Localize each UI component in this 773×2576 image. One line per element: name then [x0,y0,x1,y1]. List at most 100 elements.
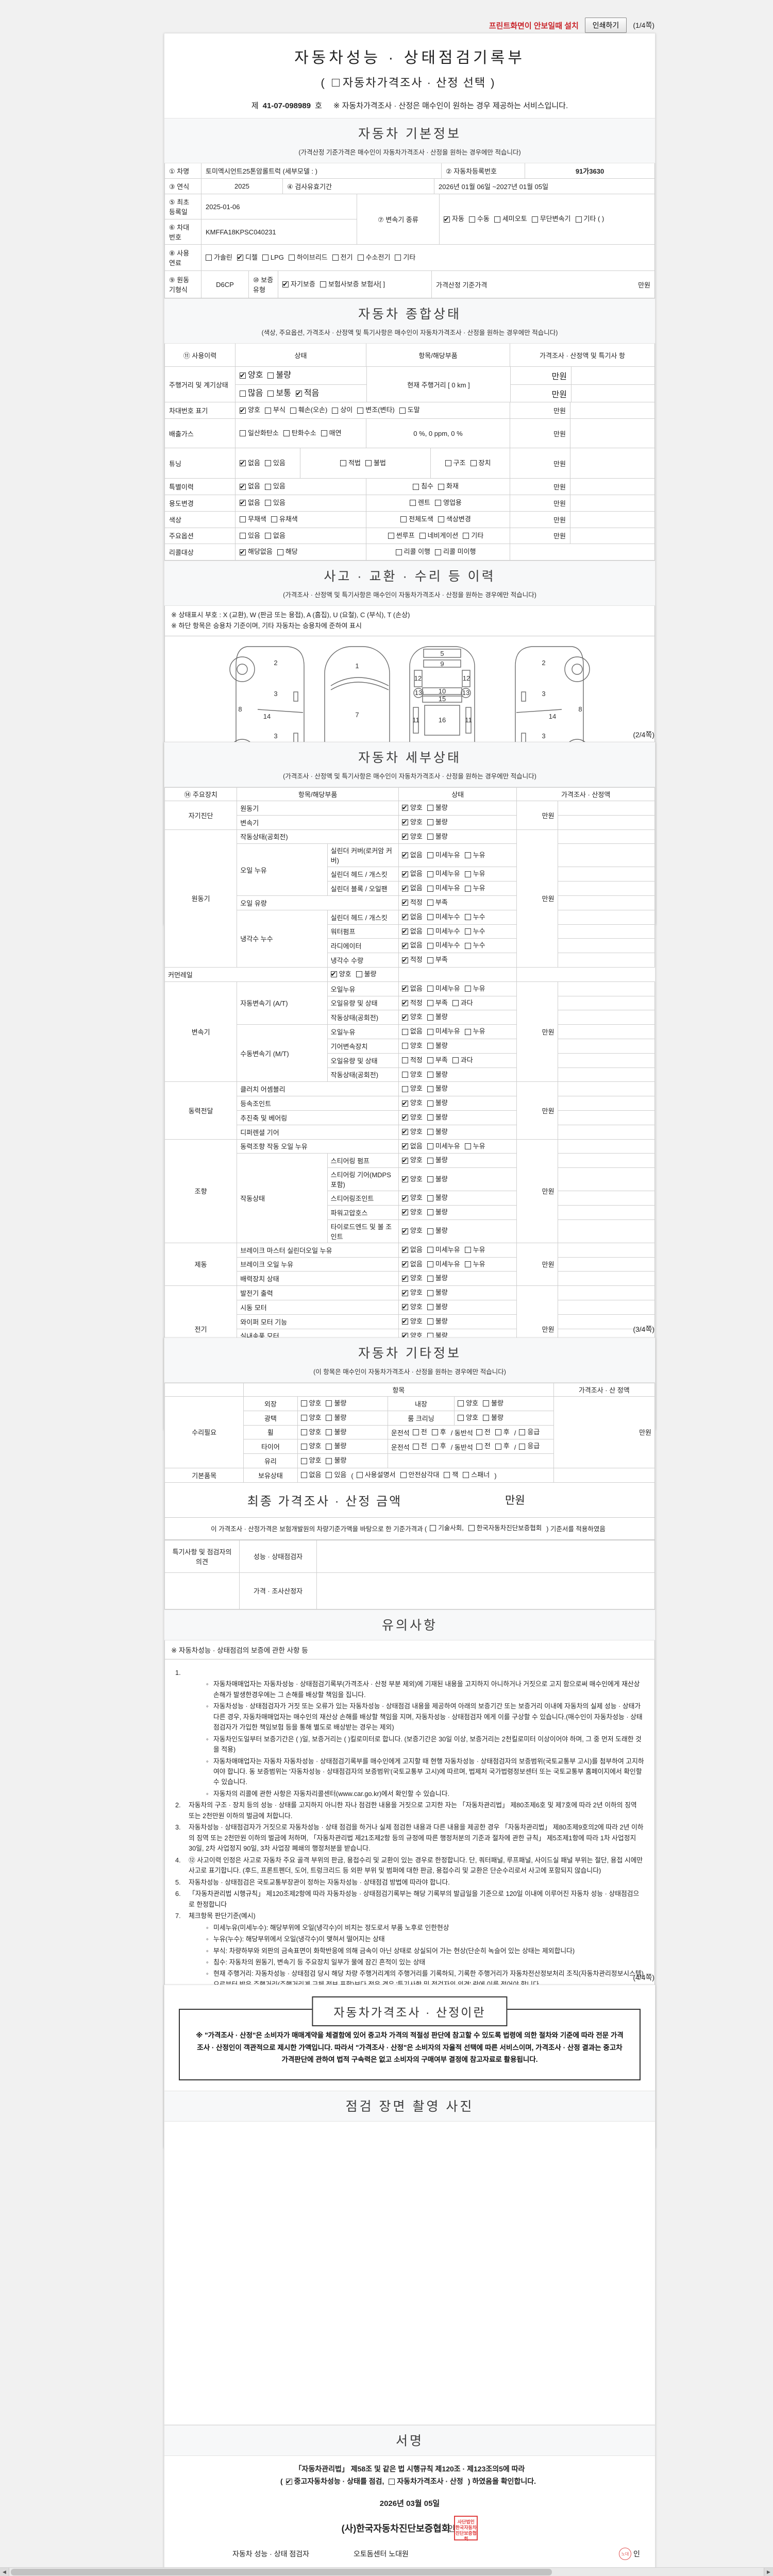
checkbox-option[interactable]: 없음 [401,1026,423,1037]
checkbox[interactable] [326,1443,332,1450]
checkbox-option[interactable]: 없음 [401,869,423,880]
checkbox-option[interactable]: 양호 [401,1127,423,1138]
checkbox-option[interactable]: 적정 [401,955,423,965]
checkbox[interactable] [427,1318,433,1325]
checkbox-option[interactable]: 양호 [401,803,423,814]
checkbox-option[interactable]: 미세누수 [427,940,460,951]
checkbox[interactable] [427,871,433,877]
checkbox-option[interactable]: 무채색 [240,514,266,525]
checkbox[interactable] [264,460,271,467]
checkbox-option[interactable]: 누유 [464,883,485,894]
checkbox-option[interactable]: 불량 [427,1070,448,1080]
checkbox-option[interactable]: 적정 [401,998,423,1009]
checkbox[interactable] [264,483,271,490]
checkbox[interactable] [400,1472,407,1479]
checkbox-option[interactable]: 있음 [264,458,285,469]
checkbox-option[interactable]: 양호 [300,1398,321,1409]
checkbox[interactable] [464,1143,471,1149]
checkbox-option[interactable]: 매연 [321,428,342,439]
checkbox[interactable] [427,1086,433,1092]
checkbox-option[interactable]: 불량 [326,1441,346,1452]
checkbox[interactable] [468,1524,475,1531]
checkbox-option[interactable]: 양호 [401,1331,423,1342]
checkbox-option[interactable]: 한국자동차진단보증협회 [468,1523,542,1533]
checkbox-option[interactable]: 없음 [264,531,285,541]
checkbox-option[interactable]: 누유 [464,984,485,994]
checkbox[interactable] [400,516,407,523]
checkbox-checked[interactable] [240,482,246,492]
checkbox-option[interactable]: 하이브리드 [288,252,328,263]
checkbox-checked[interactable] [401,998,408,1009]
checkbox[interactable] [240,516,246,523]
checkbox-option[interactable]: 누유 [464,869,485,879]
checkbox-option[interactable]: 미세누유 [427,850,460,861]
checkbox-option[interactable]: 보험사보증 보험사[ ] [320,279,385,290]
checkbox-option[interactable]: 기타 [463,531,483,541]
checkbox[interactable] [427,928,433,935]
checkbox-option[interactable]: 누유 [464,1141,485,1152]
checkbox[interactable] [494,216,500,223]
checkbox-option[interactable]: 없음 [401,1259,423,1270]
checkbox[interactable] [531,216,538,223]
print-button[interactable]: 인쇄하기 [584,18,627,33]
checkbox-option[interactable]: 리콜 미이행 [435,547,476,557]
checkbox-option[interactable]: 적정 [401,1055,423,1066]
checkbox-option[interactable]: 렌트 [410,498,430,509]
scroll-right-arrow-icon[interactable]: ▶ [764,2568,773,2576]
checkbox-checked[interactable] [401,832,408,842]
checkbox-option[interactable]: 양호 [300,1441,321,1452]
checkbox[interactable] [399,407,406,414]
checkbox-option[interactable]: 부족 [427,897,448,908]
checkbox-option[interactable]: 탄화수소 [283,428,316,439]
checkbox[interactable] [410,500,416,506]
checkbox-option[interactable]: 기타 ( ) [575,214,604,225]
checkbox-option[interactable]: 자동 [444,214,464,225]
checkbox-option[interactable]: 양호 [330,969,351,980]
checkbox-option[interactable]: 양호 [401,1083,423,1094]
checkbox-checked[interactable] [401,850,408,861]
checkbox-option[interactable]: 있음 [264,481,285,492]
checkbox-option[interactable]: 후 [495,1441,510,1452]
checkbox-option[interactable]: 없음 [401,926,423,937]
checkbox[interactable] [438,483,444,490]
checkbox[interactable] [445,460,451,467]
checkbox[interactable] [430,1524,436,1531]
checkbox[interactable] [389,2478,395,2485]
checkbox-option[interactable]: 자기보증 [282,279,315,290]
checkbox-checked[interactable] [401,1174,408,1185]
checkbox[interactable] [240,390,246,397]
checkbox-option[interactable]: 침수 [413,481,433,492]
checkbox[interactable] [326,1429,332,1435]
checkbox-option[interactable]: 양호 [300,1413,321,1423]
checkbox[interactable] [464,928,471,935]
checkbox-option[interactable]: 과다 [452,1055,473,1066]
checkbox[interactable] [464,871,471,877]
checkbox-checked[interactable] [401,1193,408,1204]
checkbox-option[interactable]: 불량 [427,1207,448,1218]
checkbox-checked[interactable] [401,1302,408,1313]
checkbox[interactable] [240,532,246,539]
checkbox[interactable] [300,1458,307,1464]
checkbox-option[interactable]: 누유 [464,850,485,861]
checkbox-checked[interactable] [295,388,302,399]
checkbox[interactable] [463,532,469,539]
checkbox[interactable] [300,1443,307,1450]
checkbox-option[interactable]: 전체도색 [400,514,433,525]
checkbox-checked[interactable] [401,926,408,937]
checkbox-option[interactable]: 불량 [427,832,448,842]
checkbox-checked[interactable] [401,955,408,965]
checkbox-option[interactable]: 불량 [427,1226,448,1236]
checkbox[interactable] [452,1057,459,1064]
checkbox-option[interactable]: 없음 [401,984,423,994]
checkbox[interactable] [401,1057,408,1064]
checkbox[interactable] [427,1043,433,1049]
checkbox[interactable] [427,986,433,992]
checkbox[interactable] [427,1057,433,1064]
checkbox[interactable] [321,430,327,437]
checkbox-checked[interactable] [401,1156,408,1166]
checkbox-option[interactable]: 스패너 [463,1470,490,1481]
checkbox-checked[interactable] [401,1127,408,1138]
checkbox[interactable] [463,1472,469,1479]
checkbox-option[interactable]: 가솔린 [206,252,232,263]
checkbox-checked[interactable] [285,2477,292,2487]
